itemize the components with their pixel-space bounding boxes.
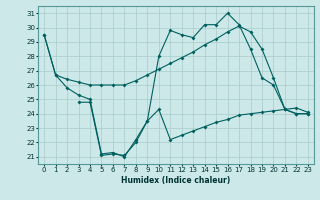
X-axis label: Humidex (Indice chaleur): Humidex (Indice chaleur): [121, 176, 231, 185]
